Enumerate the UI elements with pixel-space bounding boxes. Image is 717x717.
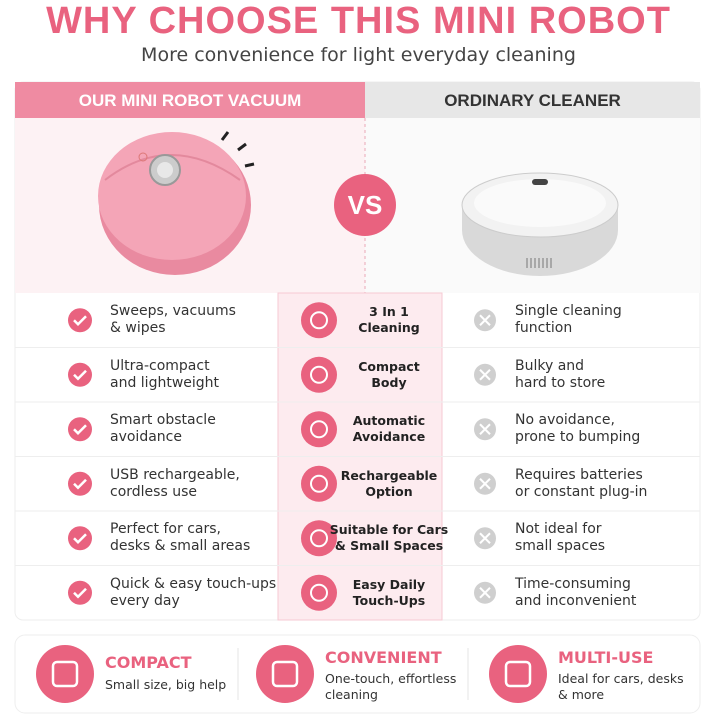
- feature-icon: [301, 302, 337, 339]
- feature-icon-inner: [310, 529, 328, 548]
- feature-icon: [301, 356, 337, 393]
- feature-text: Automatic: [352, 413, 426, 429]
- ours-text: Sweeps, vacuums: [110, 303, 236, 320]
- benefit-icon-glyph: [51, 660, 79, 688]
- benefit-icon: [36, 645, 94, 703]
- ours-heading: OUR MINI ROBOT VACUUM: [78, 91, 302, 110]
- benefit-icon: [489, 645, 547, 703]
- theirs-text: small spaces: [515, 538, 606, 555]
- feature-text: Compact: [358, 358, 420, 374]
- feature-text: Rechargeable: [340, 467, 438, 483]
- theirs-text: prone to bumping: [515, 429, 641, 446]
- cross-mark: [479, 369, 491, 381]
- feature-text: 3 In 1: [369, 304, 409, 320]
- theirs-heading: ORDINARY CLEANER: [444, 91, 621, 110]
- theirs-text: No avoidance,: [515, 412, 615, 429]
- benefit-text: Small size, big help: [105, 677, 227, 692]
- ours-text: USB rechargeable,: [110, 466, 240, 483]
- check-mark: [73, 533, 87, 545]
- benefit-text: Ideal for cars, desks: [558, 671, 684, 686]
- feature-icon: [301, 465, 337, 502]
- theirs-text: and inconvenient: [515, 592, 637, 609]
- feature-text: Option: [365, 483, 413, 499]
- benefit-icon: [256, 645, 314, 703]
- cross-mark: [479, 423, 491, 435]
- ours-text: Perfect for cars,: [110, 521, 221, 538]
- title: WHY CHOOSE THIS MINI ROBOT: [46, 0, 671, 42]
- ours-text: desks & small areas: [110, 538, 251, 555]
- check-mark: [73, 369, 87, 381]
- check-mark: [73, 315, 87, 327]
- check-mark: [73, 587, 87, 599]
- ours-text: cordless use: [110, 483, 197, 500]
- benefit-title: MULTI-USE: [558, 648, 654, 667]
- feature-icon: [301, 411, 337, 448]
- ours-text: Smart obstacle: [110, 412, 216, 429]
- feature-text: Suitable for Cars: [329, 522, 449, 538]
- check-icon: [68, 471, 92, 496]
- theirs-text: Requires batteries: [515, 466, 643, 483]
- cross-mark: [479, 532, 491, 544]
- benefit-text: cleaning: [325, 687, 378, 702]
- ours-text: Quick & easy touch-ups: [110, 575, 277, 592]
- feature-text: Avoidance: [352, 429, 426, 445]
- feature-icon-inner: [310, 474, 328, 493]
- theirs-text: or constant plug-in: [515, 483, 648, 500]
- ours-header-bg: [15, 82, 365, 118]
- ours-text: and lightweight: [110, 374, 220, 391]
- theirs-text: Time-consuming: [515, 575, 631, 592]
- cross-mark: [479, 587, 491, 599]
- check-icon: [68, 526, 92, 551]
- benefit-icon-glyph: [504, 660, 532, 688]
- feature-text: Cleaning: [358, 320, 420, 336]
- check-icon: [68, 308, 92, 333]
- theirs-header-bg: [365, 82, 700, 118]
- benefit-text: One-touch, effortless: [325, 671, 457, 686]
- feature-icon: [301, 520, 337, 557]
- ours-text: & wipes: [110, 320, 166, 337]
- vs-label: VS: [347, 190, 383, 220]
- check-icon: [68, 362, 92, 387]
- pink-robot: [98, 131, 255, 275]
- benefit-icon-glyph: [271, 660, 299, 688]
- feature-text: Easy Daily: [352, 576, 426, 592]
- feature-icon-inner: [310, 420, 328, 439]
- theirs-text: function: [515, 320, 573, 337]
- check-mark: [73, 424, 87, 436]
- feature-text: Body: [371, 374, 407, 390]
- theirs-text: Not ideal for: [515, 521, 602, 538]
- feature-icon-inner: [310, 365, 328, 384]
- check-icon: [68, 580, 92, 605]
- cross-mark: [479, 314, 491, 326]
- vs-badge: [334, 174, 396, 236]
- feature-icon-inner: [310, 583, 328, 602]
- feature-icon-inner: [310, 311, 328, 330]
- theirs-text: Single cleaning: [515, 303, 622, 320]
- benefit-title: CONVENIENT: [325, 648, 442, 667]
- ours-text: Ultra-compact: [110, 357, 210, 374]
- check-mark: [73, 478, 87, 490]
- benefit-text: & more: [558, 687, 605, 702]
- feature-icon: [301, 574, 337, 611]
- ours-text: every day: [110, 592, 180, 609]
- feature-text: & Small Spaces: [334, 538, 444, 554]
- ours-text: avoidance: [110, 429, 182, 446]
- theirs-text: hard to store: [515, 374, 606, 391]
- feature-text: Touch-Ups: [352, 592, 426, 608]
- white-robot: [461, 172, 619, 276]
- cross-mark: [479, 478, 491, 490]
- benefit-title: COMPACT: [105, 653, 192, 672]
- theirs-text: Bulky and: [515, 357, 585, 374]
- subtitle: More convenience for light everyday clea…: [141, 44, 576, 66]
- check-icon: [68, 417, 92, 442]
